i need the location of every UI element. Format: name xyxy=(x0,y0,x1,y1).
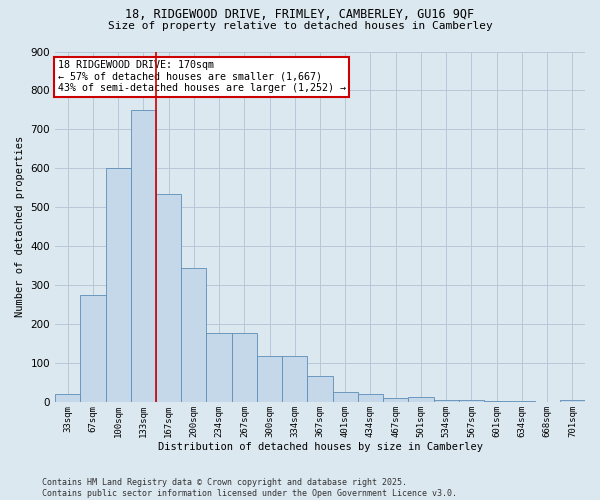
Text: Size of property relative to detached houses in Camberley: Size of property relative to detached ho… xyxy=(107,21,493,31)
Bar xyxy=(307,376,332,402)
Bar xyxy=(232,332,257,402)
Bar xyxy=(156,194,181,402)
Bar xyxy=(257,356,282,402)
Bar xyxy=(459,400,484,402)
Text: 18, RIDGEWOOD DRIVE, FRIMLEY, CAMBERLEY, GU16 9QF: 18, RIDGEWOOD DRIVE, FRIMLEY, CAMBERLEY,… xyxy=(125,8,475,20)
Bar xyxy=(509,401,535,402)
Bar xyxy=(181,268,206,402)
Bar xyxy=(206,332,232,402)
Bar xyxy=(560,400,585,402)
Bar xyxy=(484,400,509,402)
Bar xyxy=(80,295,106,402)
Text: Contains HM Land Registry data © Crown copyright and database right 2025.
Contai: Contains HM Land Registry data © Crown c… xyxy=(42,478,457,498)
Bar xyxy=(434,400,459,402)
Bar xyxy=(106,168,131,402)
Text: 18 RIDGEWOOD DRIVE: 170sqm
← 57% of detached houses are smaller (1,667)
43% of s: 18 RIDGEWOOD DRIVE: 170sqm ← 57% of deta… xyxy=(58,60,346,94)
Bar xyxy=(131,110,156,402)
Bar xyxy=(383,398,409,402)
Bar xyxy=(358,394,383,402)
Bar xyxy=(55,394,80,402)
Bar xyxy=(282,356,307,402)
Bar xyxy=(332,392,358,402)
X-axis label: Distribution of detached houses by size in Camberley: Distribution of detached houses by size … xyxy=(158,442,482,452)
Y-axis label: Number of detached properties: Number of detached properties xyxy=(15,136,25,318)
Bar xyxy=(409,397,434,402)
